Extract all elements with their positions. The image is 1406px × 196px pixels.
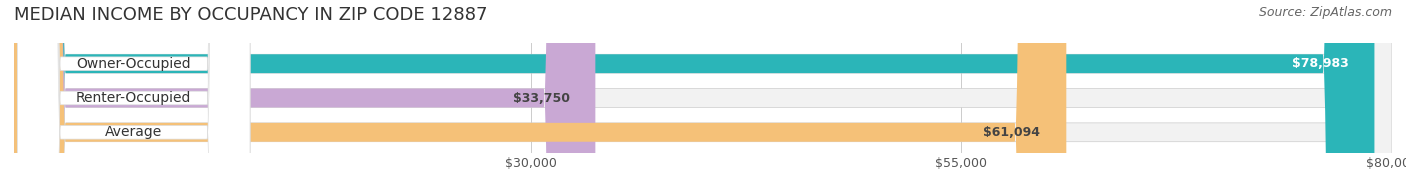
Text: $61,094: $61,094 [983,126,1040,139]
FancyBboxPatch shape [17,0,250,196]
FancyBboxPatch shape [14,0,1066,196]
FancyBboxPatch shape [14,0,1375,196]
FancyBboxPatch shape [14,0,1392,196]
FancyBboxPatch shape [14,0,1392,196]
Text: Source: ZipAtlas.com: Source: ZipAtlas.com [1258,6,1392,19]
Text: MEDIAN INCOME BY OCCUPANCY IN ZIP CODE 12887: MEDIAN INCOME BY OCCUPANCY IN ZIP CODE 1… [14,6,488,24]
FancyBboxPatch shape [14,0,595,196]
FancyBboxPatch shape [14,0,1392,196]
FancyBboxPatch shape [17,0,250,196]
Text: Average: Average [105,125,162,139]
Text: $33,750: $33,750 [513,92,569,104]
Text: Owner-Occupied: Owner-Occupied [76,57,191,71]
Text: $78,983: $78,983 [1292,57,1348,70]
FancyBboxPatch shape [17,0,250,196]
Text: Renter-Occupied: Renter-Occupied [76,91,191,105]
